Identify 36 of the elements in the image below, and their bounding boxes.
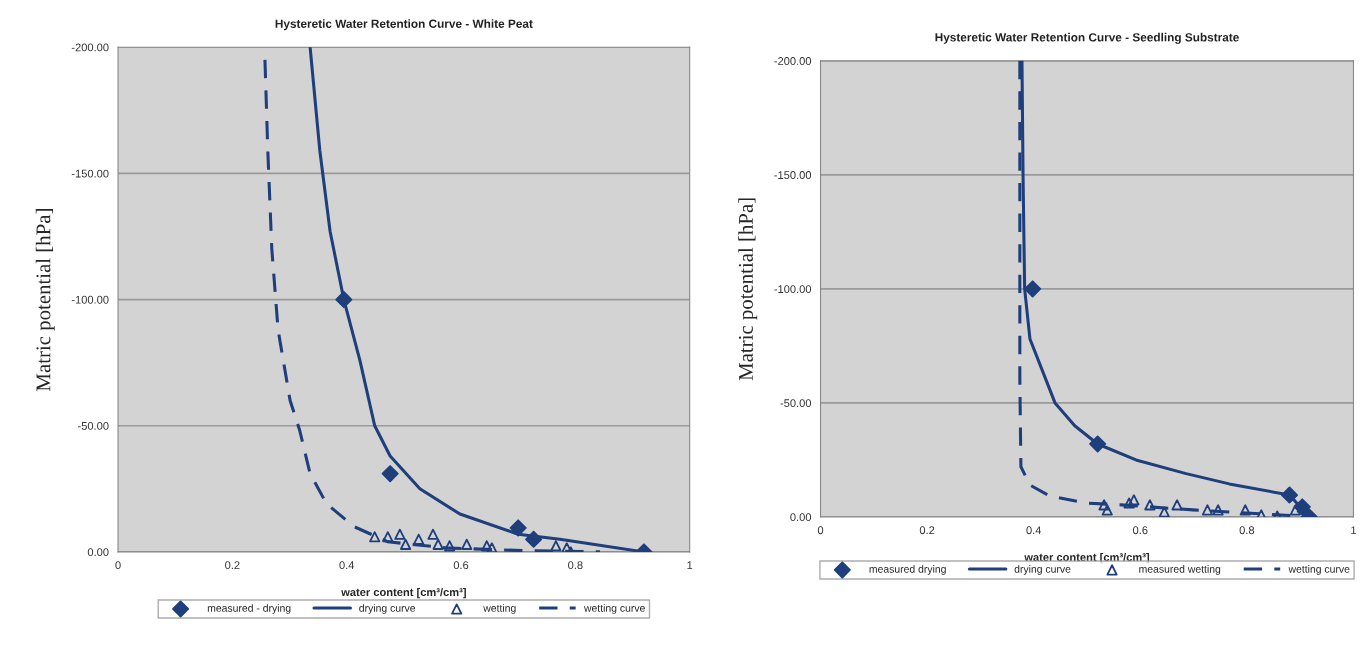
x-tick-label: 0.6 (453, 561, 469, 570)
x-tick-label: 0.2 (225, 561, 240, 570)
x-tick-label: 0.4 (1026, 526, 1042, 535)
y-tick-label: -100.00 (71, 295, 109, 304)
x-tick-label: 0.2 (919, 526, 935, 535)
y-tick-label: 0.00 (87, 548, 109, 557)
y-tick-label: -50.00 (78, 421, 109, 430)
y-tick-label: 0.00 (790, 513, 812, 522)
legend-label: measured drying (869, 565, 946, 575)
x-tick-label: 0 (115, 561, 121, 570)
chart-title: Hysteretic Water Retention Curve - Seedling Substrate (935, 32, 1239, 44)
x-tick-label: 0.8 (568, 561, 583, 570)
x-axis-title: water content [cm³/cm³] (1024, 553, 1150, 564)
legend-label: measured - drying (207, 604, 291, 614)
x-tick-label: 0.4 (339, 561, 355, 570)
x-tick-label: 1 (687, 561, 693, 569)
y-tick-label: -200.00 (71, 43, 109, 52)
legend-label: wetting curve (1288, 565, 1350, 575)
y-tick-label: -150.00 (71, 169, 109, 178)
legend-label: drying curve (1014, 565, 1071, 575)
y-tick-label: -150.00 (774, 171, 812, 179)
x-tick-label: 0.8 (1239, 526, 1255, 535)
x-tick-label: 0.6 (1133, 526, 1148, 535)
legend-label: drying curve (359, 604, 416, 614)
y-axis-title: Matric potential [hPa] (738, 198, 758, 381)
y-tick-label: -100.00 (774, 285, 812, 294)
x-tick-label: 0 (817, 526, 824, 535)
y-tick-label: -50.00 (780, 399, 812, 408)
x-axis-title: water content [cm³/cm³] (341, 587, 466, 599)
y-tick-label: -200.00 (774, 57, 812, 65)
chart-title: Hysteretic Water Retention Curve - White Peat (275, 19, 533, 31)
legend-label: wetting (483, 604, 516, 614)
y-axis-title: Matric potential [hPa] (35, 209, 55, 391)
legend-label: wetting curve (583, 604, 645, 614)
legend-label: measured wetting (1139, 565, 1221, 575)
x-tick-label: 1 (1351, 526, 1357, 535)
